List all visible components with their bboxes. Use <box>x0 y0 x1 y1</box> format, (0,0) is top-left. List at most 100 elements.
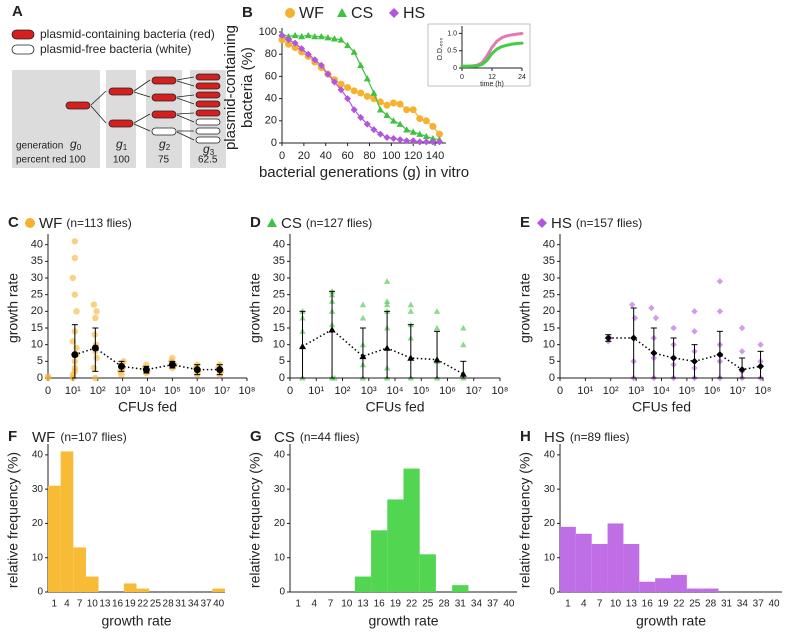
marker <box>422 138 430 146</box>
fit-line <box>302 328 464 375</box>
series-line <box>460 41 524 68</box>
legend-note: (n=107 flies) <box>60 430 126 444</box>
x-tick-label: 10² <box>603 385 619 397</box>
x-tick-label: 100 <box>382 150 400 162</box>
marker <box>383 133 391 141</box>
y-tick-label: 10 <box>543 339 555 351</box>
y-tick-label: 30 <box>543 272 555 284</box>
marker <box>344 41 352 49</box>
x-tick-label: 10⁴ <box>387 385 404 397</box>
marker <box>216 366 224 374</box>
marker <box>337 36 345 43</box>
marker <box>363 92 371 100</box>
marker <box>383 301 391 308</box>
bar <box>354 576 372 592</box>
x-tick-label: 31 <box>175 599 187 610</box>
legend-label: CS <box>351 5 373 22</box>
x-tick-label: 10² <box>90 385 106 397</box>
legend-marker <box>389 8 399 18</box>
x-tick-label: 0 <box>279 150 285 162</box>
generation-symbol: g <box>116 137 123 151</box>
x-tick-label: 10 <box>610 599 622 610</box>
x-tick-label: 40 <box>769 599 781 610</box>
x-tick-label: 1 <box>52 599 58 610</box>
percent-red: 75 <box>158 155 170 166</box>
generation-sub: 0 <box>77 143 82 152</box>
x-tick-label: 12 <box>488 74 496 81</box>
x-tick-label: 34 <box>471 599 483 610</box>
legend-marker <box>267 218 277 227</box>
marker <box>330 35 338 42</box>
x-tick-label: 10¹ <box>65 385 81 397</box>
legend-label: CS <box>281 215 302 232</box>
marker <box>71 291 79 298</box>
x-tick-label: 22 <box>137 599 149 610</box>
marker <box>396 136 404 144</box>
generation-box <box>146 70 182 168</box>
marker <box>433 324 441 331</box>
marker <box>90 301 98 308</box>
y-tick-label: 35 <box>273 255 285 267</box>
y-tick-label: 10 <box>32 552 44 563</box>
y-axis-label: growth rate <box>5 273 21 343</box>
y-tick-label: 5 <box>37 355 43 367</box>
marker <box>298 45 306 53</box>
x-axis-label: time (h) <box>480 81 504 88</box>
marker <box>716 308 724 315</box>
bar <box>136 588 150 592</box>
marker <box>383 344 391 351</box>
marker <box>738 348 746 355</box>
marker <box>691 308 698 315</box>
marker <box>416 115 424 123</box>
x-tick-label: 10⁶ <box>704 385 721 397</box>
x-tick-label: 16 <box>112 599 124 610</box>
legend-label: CS <box>274 429 295 446</box>
marker <box>291 44 299 52</box>
y-tick-label: 5 <box>279 355 285 367</box>
x-tick-label: 24 <box>518 74 526 81</box>
marker <box>670 354 678 362</box>
marker <box>757 362 765 370</box>
chart-panel: 0 0.5 1.0 0 12 24 time (h) O.D.₆₀₀ <box>427 23 531 88</box>
y-tick-label: 40 <box>274 449 286 460</box>
x-tick-label: 13 <box>626 599 638 610</box>
marker <box>429 122 437 130</box>
marker <box>92 314 99 322</box>
marker <box>383 298 391 304</box>
y-tick-label: 0 <box>549 372 555 384</box>
x-axis-label: CFUs fed <box>118 399 177 415</box>
marker <box>390 117 398 124</box>
x-tick-label: 19 <box>658 599 670 610</box>
x-tick-label: 37 <box>200 599 212 610</box>
y-tick-label: 20 <box>273 305 285 317</box>
marker <box>435 130 443 138</box>
marker <box>429 138 437 146</box>
marker <box>390 99 398 107</box>
x-tick-label: 22 <box>406 599 418 610</box>
chart-panel: 0 10 20 30 40 growth rate relative frequency (… <box>5 428 225 629</box>
legend-text: plasmid-containing bacteria (red) <box>40 27 215 41</box>
y-tick-label: 0 <box>279 587 285 598</box>
y-tick-label: 10 <box>274 552 286 563</box>
marker <box>344 84 352 91</box>
marker <box>168 361 176 369</box>
marker <box>71 238 79 245</box>
marker <box>409 137 417 145</box>
percent-red: 62.5 <box>198 155 218 166</box>
marker <box>69 274 77 282</box>
generation-symbol: g <box>159 137 166 151</box>
y-tick-label: 0 <box>37 372 43 384</box>
panel-label: H <box>520 428 531 445</box>
x-tick-label: 10¹ <box>577 385 593 397</box>
row-label: percent red <box>16 155 67 166</box>
marker <box>278 36 286 44</box>
x-tick-label: 10⁴ <box>653 385 670 397</box>
bar <box>403 468 420 592</box>
y-tick-label: 0 <box>453 65 457 72</box>
marker <box>631 314 639 322</box>
x-axis-label: CFUs fed <box>632 399 691 415</box>
marker <box>328 326 336 333</box>
chart-panel: 0 20 40 60 80 100 0 20 40 60 80 100 120 140 bacterial … <box>222 4 469 181</box>
marker <box>330 78 338 86</box>
